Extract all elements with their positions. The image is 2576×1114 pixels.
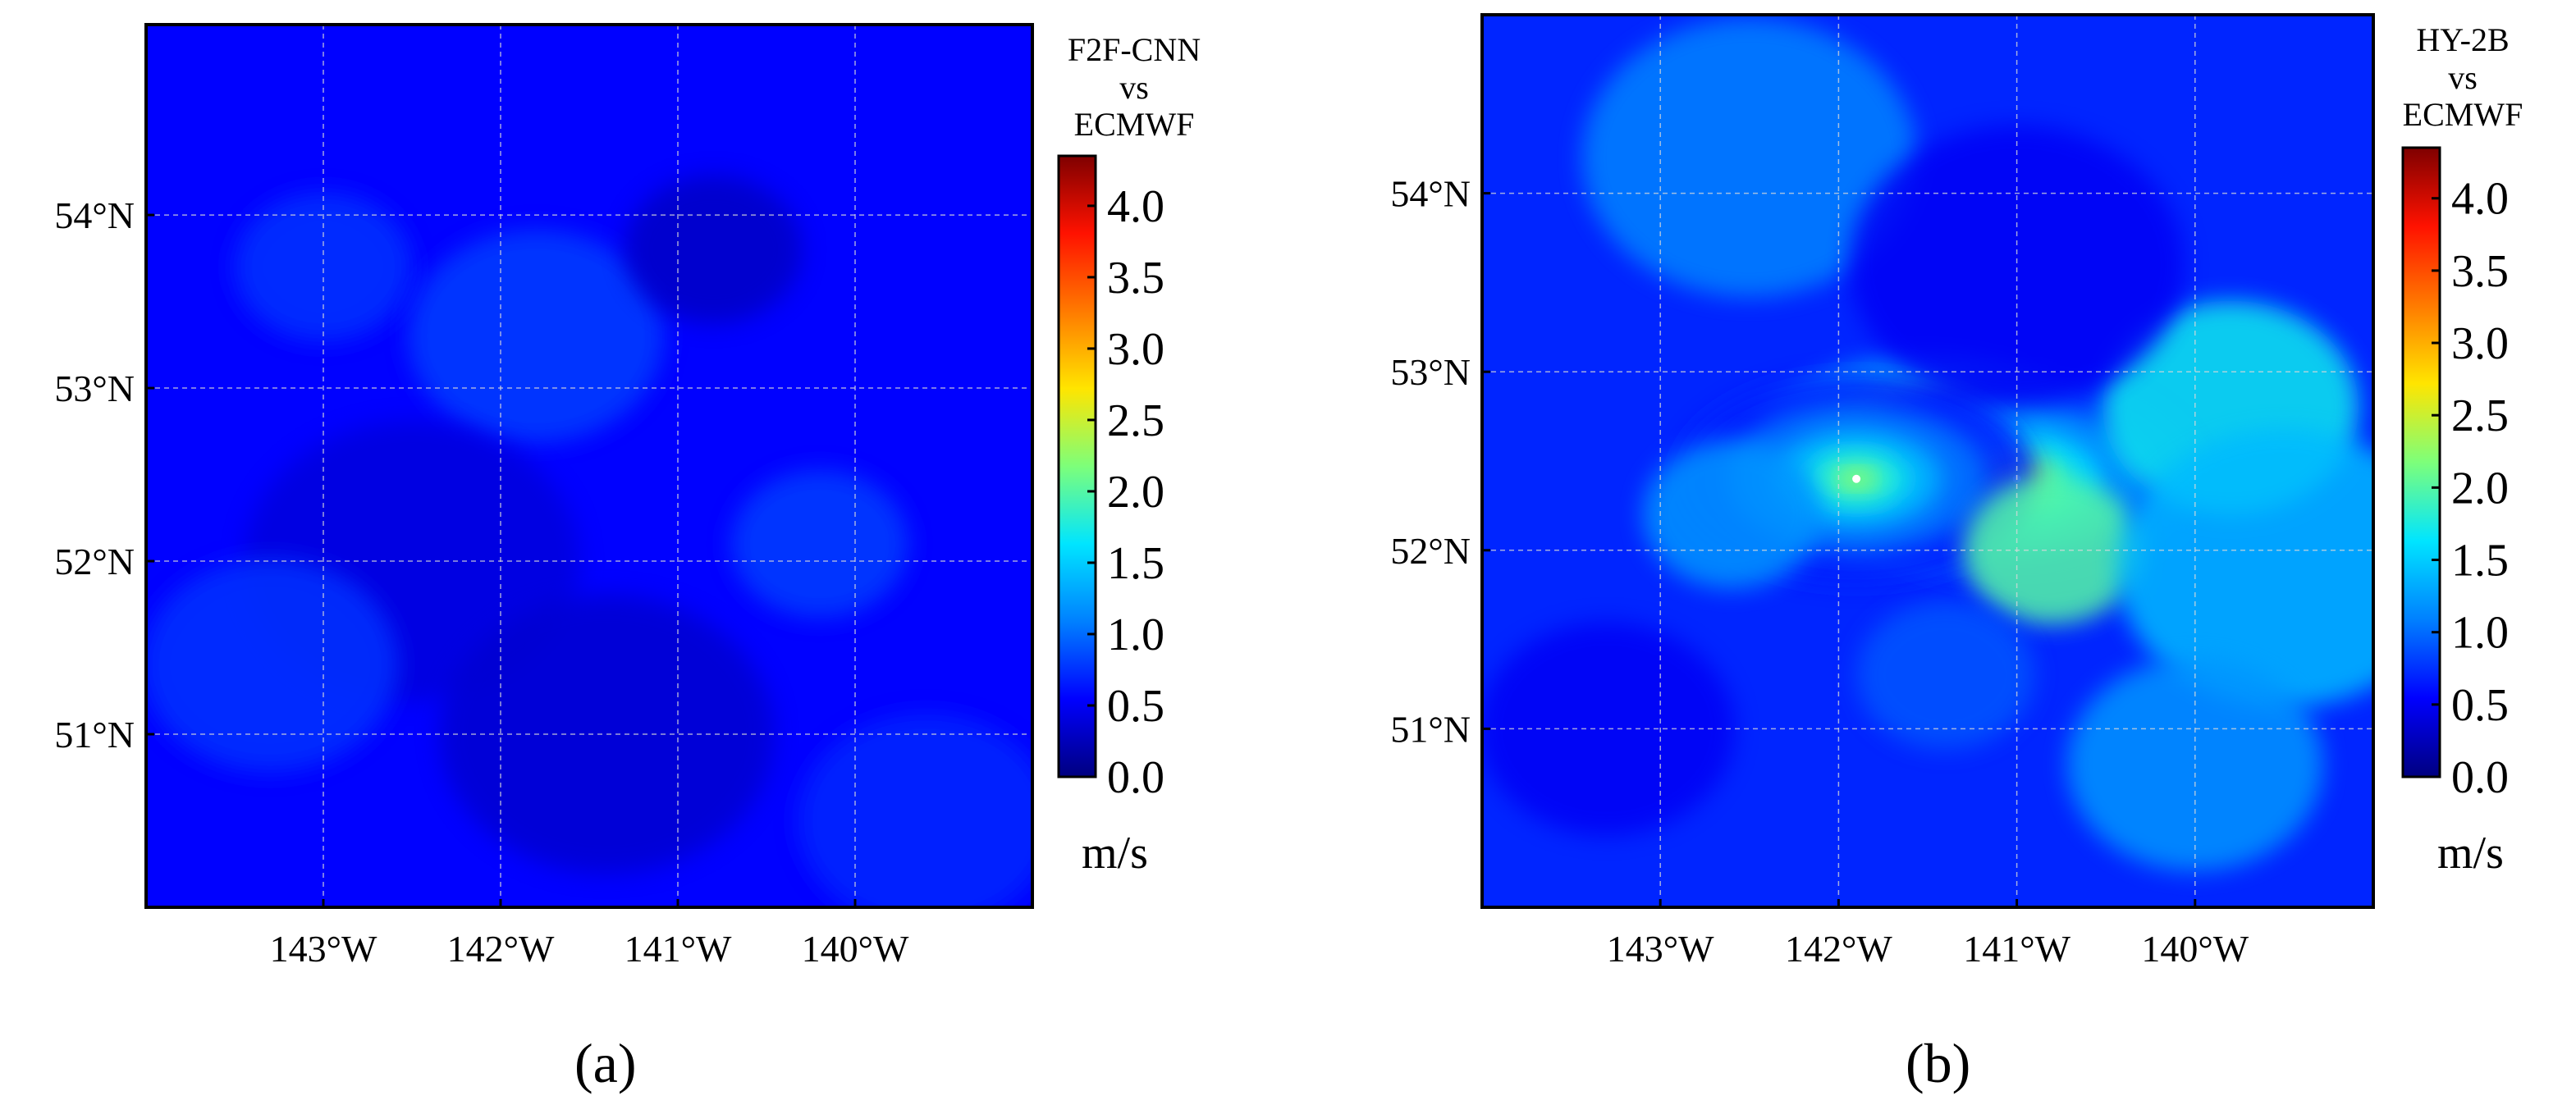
x-tick-label: 141°W <box>625 928 732 970</box>
colorbar-tick-label: 4.0 <box>2451 174 2509 225</box>
colorbar-b <box>2401 146 2441 778</box>
colorbar-tick-label: 2.0 <box>2451 463 2509 514</box>
x-tick-label: 143°W <box>1607 928 1714 970</box>
x-axis-ticks-a: 143°W 142°W 141°W 140°W <box>270 899 909 970</box>
colorbar-tick-label: 2.0 <box>1107 467 1164 518</box>
heat-blob <box>798 714 1032 907</box>
x-tick-label: 143°W <box>270 928 377 970</box>
x-tick-label: 140°W <box>2141 928 2249 970</box>
heat-blob <box>625 176 803 324</box>
colorbar-title-b-line1: HY-2B <box>2416 21 2510 58</box>
colorbar-tick-label: 3.0 <box>2451 318 2509 369</box>
colorbar-tick-label: 1.5 <box>1107 538 1164 589</box>
colorbar-tick-label: 3.0 <box>1107 324 1164 375</box>
colorbar-ticks-a: 0.0 0.5 1.0 1.5 2.0 2.5 3.0 3.5 4.0 <box>1087 181 1164 803</box>
heat-blob <box>235 193 412 341</box>
colorbar-tick-label: 0.0 <box>2451 752 2509 803</box>
hotspot-peak <box>1852 474 1861 483</box>
panel-a: 143°W 142°W 141°W 140°W 54°N 53°N 52°N 51°N 0.… <box>54 23 1164 970</box>
colorbar-unit-a: m/s <box>1082 828 1148 879</box>
heat-blob <box>408 229 665 443</box>
colorbar-tick-label: 3.5 <box>1107 253 1164 304</box>
y-tick-label: 52°N <box>1390 530 1471 572</box>
colorbar-a <box>1057 154 1097 778</box>
colorbar-tick-label: 0.5 <box>1107 681 1164 732</box>
y-tick-label: 51°N <box>1390 708 1471 750</box>
heat-blob <box>1849 125 2185 404</box>
colorbar-tick-label: 0.0 <box>1107 752 1164 803</box>
heat-blob <box>730 469 908 618</box>
colorbar-ticks-b: 0.0 0.5 1.0 1.5 2.0 2.5 3.0 3.5 4.0 <box>2432 174 2509 803</box>
gridlines-b <box>1482 15 2373 907</box>
heatmap-features-a <box>146 176 1032 907</box>
colorbar-tick-label: 4.0 <box>1107 181 1164 232</box>
colorbar-title-a-line3: ECMWF <box>1073 106 1195 144</box>
heat-blob <box>146 558 399 772</box>
heat-blob <box>1856 601 2034 750</box>
colorbar-tick-label: 1.5 <box>2451 536 2509 587</box>
subfigure-label-a: (a) <box>574 1032 637 1094</box>
colorbar-title-b: HY-2B vs ECMWF <box>2385 21 2541 134</box>
x-tick-label: 142°W <box>447 928 555 970</box>
y-tick-label: 52°N <box>54 541 135 582</box>
x-axis-ticks-b: 143°W 142°W 141°W 140°W <box>1607 899 2249 970</box>
heatmap-features-b <box>1482 18 2373 871</box>
y-tick-label: 54°N <box>54 194 135 236</box>
colorbar-tick-label: 1.0 <box>1107 610 1164 660</box>
heat-blob <box>1643 441 1821 589</box>
x-tick-label: 140°W <box>802 928 909 970</box>
colorbar-title-b-line2: vs <box>2448 58 2478 96</box>
plot-frame-a <box>144 23 1034 909</box>
colorbar-title-a-line2: vs <box>1119 68 1149 106</box>
colorbar-tick-label: 3.5 <box>2451 246 2509 297</box>
y-axis-ticks-a: 54°N 53°N 52°N 51°N <box>54 194 154 756</box>
colorbar-tick-label: 1.0 <box>2451 608 2509 659</box>
colorbar-title-a-line1: F2F-CNN <box>1067 31 1201 68</box>
x-tick-label: 142°W <box>1785 928 1892 970</box>
colorbar-tick-label: 2.5 <box>2451 390 2509 441</box>
y-tick-label: 51°N <box>54 714 135 756</box>
panel-b: 143°W 142°W 141°W 140°W 54°N 53°N 52°N 51°N 0.… <box>1390 13 2509 970</box>
colorbar-title-b-line3: ECMWF <box>2402 96 2523 134</box>
heat-blob <box>1482 622 1735 836</box>
y-axis-ticks-b: 54°N 53°N 52°N 51°N <box>1390 173 1490 750</box>
y-tick-label: 53°N <box>54 368 135 409</box>
colorbar-tick-label: 2.5 <box>1107 395 1164 446</box>
x-tick-label: 141°W <box>1963 928 2070 970</box>
colorbar-title-a: F2F-CNN vs ECMWF <box>1044 31 1224 144</box>
colorbar-tick-label: 0.5 <box>2451 680 2509 731</box>
gridlines-a <box>146 25 1032 907</box>
heat-blob <box>2116 428 2373 708</box>
subfigure-label-b: (b) <box>1906 1032 1971 1094</box>
y-tick-label: 54°N <box>1390 173 1471 215</box>
heat-blob <box>1581 18 1917 298</box>
colorbar-unit-b: m/s <box>2437 828 2504 879</box>
plot-frame-b <box>1480 13 2375 909</box>
y-tick-label: 53°N <box>1390 351 1471 393</box>
